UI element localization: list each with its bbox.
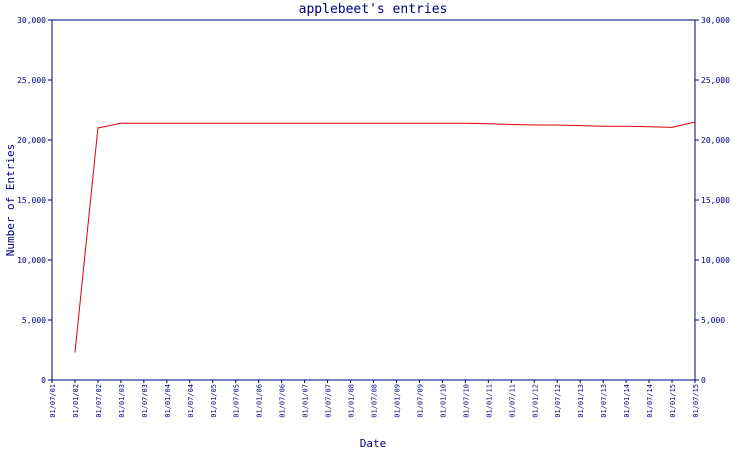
x-tick-label: 01/07/13	[600, 384, 608, 418]
x-tick-label: 01/07/01	[49, 384, 57, 418]
x-tick-label: 01/07/03	[141, 384, 149, 418]
x-tick-label: 01/01/03	[118, 384, 126, 418]
x-tick-label: 01/01/07	[302, 384, 310, 418]
x-tick-label: 01/07/09	[416, 384, 424, 418]
y-tick-label: 0	[41, 376, 46, 385]
x-tick-label: 01/01/02	[72, 384, 80, 418]
x-tick-label: 01/01/12	[531, 384, 539, 418]
y-axis-label: Number of Entries	[4, 144, 17, 257]
x-tick-label: 01/07/04	[187, 384, 195, 418]
x-tick-label: 01/07/12	[554, 384, 562, 418]
x-tick-label: 01/07/02	[95, 384, 103, 418]
y-tick-label: 30,000	[17, 16, 46, 25]
chart-title: applebeet's entries	[299, 2, 448, 17]
y2-tick-label: 25,000	[701, 76, 730, 85]
x-tick-label: 01/07/06	[279, 384, 287, 418]
y2-tick-label: 30,000	[701, 16, 730, 25]
y2-tick-label: 20,000	[701, 136, 730, 145]
x-tick-label: 01/01/06	[256, 384, 264, 418]
y-tick-label: 10,000	[17, 256, 46, 265]
x-tick-label: 01/01/05	[210, 384, 218, 418]
x-tick-label: 01/01/13	[577, 384, 585, 418]
x-tick-label: 01/07/05	[233, 384, 241, 418]
x-tick-label: 01/07/08	[371, 384, 379, 418]
x-tick-label: 01/01/09	[393, 384, 401, 418]
y2-tick-label: 5,000	[701, 316, 725, 325]
x-tick-label: 01/07/10	[462, 384, 470, 418]
x-tick-label: 01/07/07	[325, 384, 333, 418]
x-tick-label: 01/07/14	[646, 384, 654, 418]
data-line	[74, 121, 696, 353]
y-tick-label: 15,000	[17, 196, 46, 205]
x-tick-label: 01/01/08	[348, 384, 356, 418]
y-tick-label: 25,000	[17, 76, 46, 85]
x-tick-label: 01/01/14	[623, 384, 631, 418]
x-tick-label: 01/01/15	[669, 384, 677, 418]
x-tick-label: 01/01/10	[439, 384, 447, 418]
x-tick-label: 01/01/04	[164, 384, 172, 418]
y2-tick-label: 0	[701, 376, 706, 385]
y2-tick-label: 10,000	[701, 256, 730, 265]
x-tick-label: 01/01/11	[485, 384, 493, 418]
y-tick-label: 5,000	[22, 316, 46, 325]
plot-frame	[51, 19, 696, 381]
y-tick-label: 20,000	[17, 136, 46, 145]
x-tick-label: 01/07/15	[692, 384, 700, 418]
y2-tick-label: 15,000	[701, 196, 730, 205]
x-axis-label: Date	[360, 437, 387, 450]
x-tick-label: 01/07/11	[508, 384, 516, 418]
